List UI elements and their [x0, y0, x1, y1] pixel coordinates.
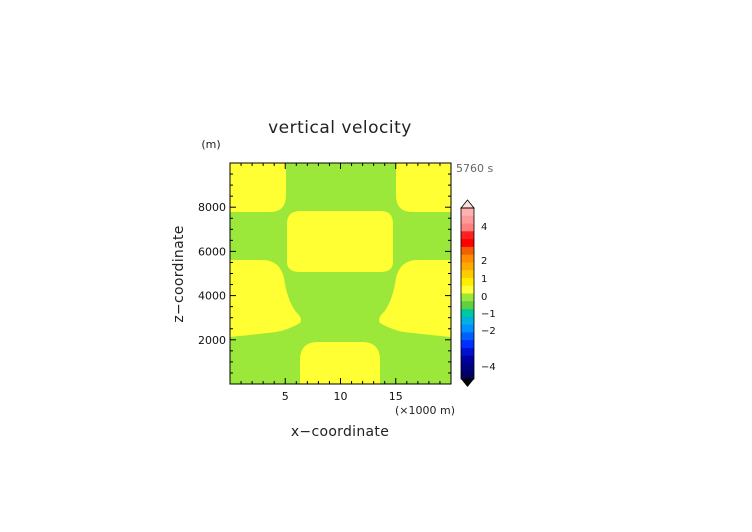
colorbar-label: −1 — [481, 309, 496, 320]
colorbar-top-arrow — [460, 199, 475, 209]
axis-ticks: 5 10 15 2000 4000 6000 8000 — [198, 163, 451, 403]
x-axis-label: x−coordinate — [291, 424, 389, 440]
colorbar-segment — [461, 301, 474, 310]
colorbar-segment — [461, 309, 474, 318]
region-middle-right — [379, 260, 451, 337]
colorbar-segment — [461, 355, 474, 364]
region-top-left — [230, 163, 286, 212]
region-top-right — [396, 163, 451, 212]
colorbar-label: −2 — [481, 326, 496, 337]
colorbar-segment — [461, 239, 474, 248]
chart-title: vertical velocity — [268, 118, 412, 138]
colorbar-segment — [461, 223, 474, 232]
colorbar-label: −4 — [481, 362, 496, 373]
colorbar-segment — [461, 371, 474, 380]
y-tick-label: 4000 — [198, 290, 226, 303]
colorbar: 4 2 1 0 −1 −2 −4 — [460, 199, 496, 387]
colorbar-segment — [461, 363, 474, 372]
colorbar-bottom-arrow — [461, 379, 474, 387]
y-tick-label: 6000 — [198, 245, 226, 258]
colorbar-label: 2 — [481, 256, 487, 267]
colorbar-segment — [461, 347, 474, 357]
colorbar-segment — [461, 277, 474, 287]
colorbar-segment — [461, 215, 474, 224]
colorbar-segment — [461, 293, 474, 302]
colorbar-segment — [461, 316, 474, 325]
plot-area — [230, 163, 451, 384]
x-unit-label: (×1000 m) — [395, 404, 455, 417]
y-tick-label: 2000 — [198, 334, 226, 347]
colorbar-segment — [461, 324, 474, 333]
colorbar-segment — [461, 340, 474, 349]
time-label: 5760 s — [456, 162, 493, 175]
region-middle-left — [230, 260, 301, 337]
colorbar-segment — [461, 270, 474, 279]
colorbar-segment — [461, 332, 474, 341]
colorbar-segment — [461, 246, 474, 256]
colorbar-segment — [461, 208, 474, 217]
colorbar-segment — [461, 254, 474, 263]
colorbar-label: 0 — [481, 292, 487, 303]
colorbar-frame — [460, 207, 475, 380]
x-tick-label: 5 — [282, 390, 289, 403]
colorbar-segment — [461, 231, 474, 240]
x-tick-label: 15 — [389, 390, 403, 403]
region-upper-center — [287, 211, 393, 272]
colorbar-segment — [461, 262, 474, 271]
x-tick-label: 10 — [334, 390, 348, 403]
y-tick-label: 8000 — [198, 201, 226, 214]
colorbar-label: 1 — [481, 274, 487, 285]
colorbar-segment — [461, 285, 474, 294]
colorbar-label: 4 — [481, 222, 487, 233]
region-bottom-center — [300, 342, 380, 384]
y-axis-label: z−coordinate — [171, 225, 187, 322]
y-unit-label: (m) — [201, 138, 220, 151]
